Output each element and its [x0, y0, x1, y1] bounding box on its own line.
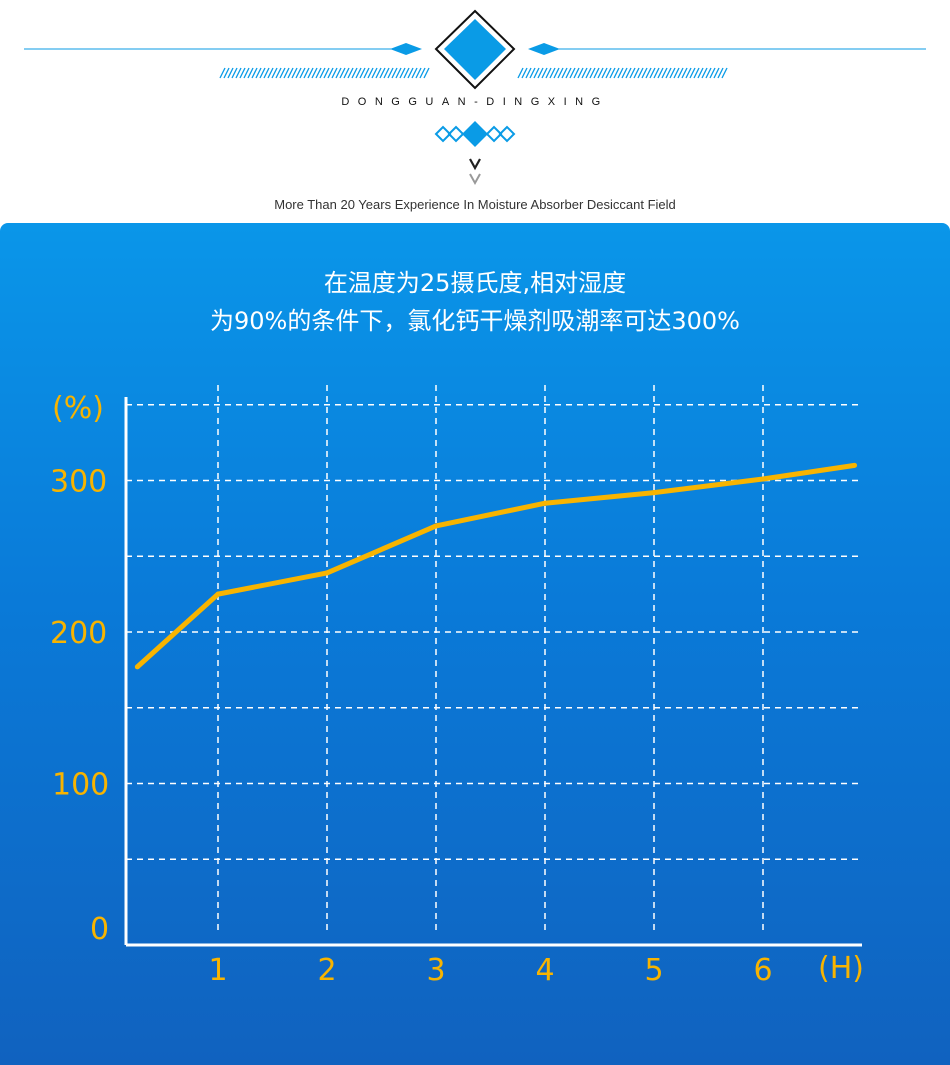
grid: [126, 385, 862, 935]
x-tick-label: 6: [753, 953, 772, 988]
hatch-right: [517, 67, 728, 79]
diamond-small-left-icon: [390, 43, 422, 55]
chevron-down-icon: [469, 158, 481, 171]
data-point: [324, 570, 330, 576]
x-tick-label: 2: [317, 953, 336, 988]
data-point: [134, 664, 140, 670]
diamond-row-center-icon: [462, 121, 488, 147]
chart-title-line-2: 为90%的条件下，氯化钙干燥剂吸潮率可达300%: [210, 307, 740, 335]
data-point: [651, 490, 657, 496]
x-tick-label: 3: [426, 953, 445, 988]
hatch-left: [219, 67, 430, 79]
data-point: [433, 523, 439, 529]
x-tick-label: 5: [644, 953, 663, 988]
chart-title-line-1: 在温度为25摄氏度,相对湿度: [323, 269, 627, 297]
diamond-main-icon: [444, 19, 506, 80]
chart-panel: 在温度为25摄氏度,相对湿度 为90%的条件下，氯化钙干燥剂吸潮率可达300%: [0, 223, 950, 1065]
header-ornament: [24, 9, 926, 186]
x-axis-label: (H): [818, 951, 864, 986]
tagline: More Than 20 Years Experience In Moistur…: [274, 197, 676, 212]
x-tick-label: 4: [535, 953, 554, 988]
y-tick-label: 300: [50, 465, 107, 500]
chevron-down-icon: [469, 173, 481, 186]
y-tick-label: 100: [52, 768, 109, 803]
brand-name: DONGGUAN-DINGXING: [341, 96, 609, 108]
y-axis-label: (%): [52, 391, 104, 426]
data-point: [215, 591, 221, 597]
y-tick-label: 0: [90, 912, 109, 947]
y-tick-label: 200: [50, 616, 107, 651]
data-point: [542, 500, 548, 506]
header: DONGGUAN-DINGXING More Than 20 Years Exp…: [0, 0, 950, 223]
data-point: [852, 462, 858, 468]
diamond-small-right-icon: [528, 43, 560, 55]
series-line: [135, 462, 855, 669]
data-point: [760, 476, 766, 482]
x-tick-label: 1: [208, 953, 227, 988]
